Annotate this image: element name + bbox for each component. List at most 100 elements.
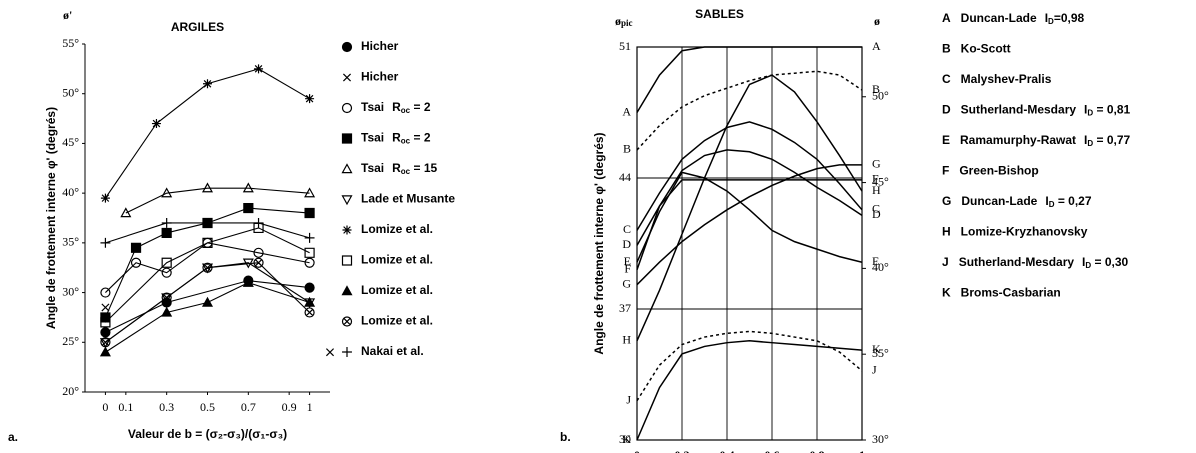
y-axis-top-symbol: ø [615,14,621,28]
legend-name: Nakai et al. [361,344,424,358]
legend-letter: J [942,255,949,269]
x-tick-label: 0,2 [675,448,690,453]
marker [201,182,214,193]
y-tick-label: 20° [62,384,79,398]
legend-label: Lomize et al. [361,314,433,328]
y-tick-label: 51 [619,39,631,53]
legend-param: I [1082,255,1085,269]
legend-letter: K [942,286,951,300]
x-tick-label: 0,6 [765,448,780,453]
legend-name: Lomize-Kryzhanovsky [961,225,1088,239]
legend-name: Lomize et al. [361,283,433,297]
legend-label: Lomize et al. [361,253,433,267]
series-line [636,179,862,270]
legend-param-rest: = 0,77 [1093,133,1130,147]
series-line [104,207,310,318]
marker [201,263,214,274]
y-tick-label: 50° [62,85,79,99]
legend-letter: H [942,225,951,239]
legend-name: Hicher [361,39,399,53]
legend-letter: D [942,103,951,117]
x-tick-label: 1 [307,400,313,414]
marker [243,202,254,214]
series-line [636,46,862,113]
y2-tick-label: 45° [872,174,889,188]
legend-name: Lomize et al. [361,253,433,267]
y-tick-label: 30 [619,432,631,446]
marker [130,257,142,268]
legend-letter: E [942,133,950,147]
series-letter: G [872,157,881,171]
legend-letter: A [942,11,951,25]
legend-label: C Malyshev-Pralis [942,72,1052,86]
marker [341,195,353,206]
legend-label: Hicher [361,39,399,53]
legend-label: Nakai et al. [361,344,424,358]
marker [100,337,111,348]
legend-letter: G [942,194,951,208]
chart-title: SABLES [695,7,744,21]
panel-label: a. [8,430,18,444]
marker [325,348,335,357]
legend-param: R [392,131,401,145]
marker [304,282,315,293]
legend-letter: C [942,72,951,86]
legend-param-sub: D [1048,17,1054,26]
legend-name: Broms-Casbarian [961,286,1061,300]
legend-name: Sutherland-Mesdary [959,255,1075,269]
panel-label: b. [560,430,571,444]
legend-param: R [392,100,401,114]
marker [342,225,352,235]
legend-label: Lomize et al. [361,283,433,297]
legend-param: I [1084,103,1087,117]
series-line [636,340,863,441]
legend-name: Lomize et al. [361,222,433,236]
legend-param-sub: D [1085,261,1091,270]
marker [120,207,132,218]
x-tick-label: 0.3 [159,400,174,414]
series-letter: J [872,363,877,377]
marker [304,187,316,198]
series-letter: A [622,104,631,118]
series-line [105,227,310,323]
legend-param-rest: = 2 [410,131,431,145]
marker [203,79,212,89]
series-line [125,187,310,214]
legend-name: Lade et Musante [361,192,455,206]
marker [305,94,315,104]
marker [202,237,213,248]
series-letter: F [872,172,879,186]
series-letter: F [624,261,631,275]
series-letter: E [624,254,631,268]
legend-name: Lomize et al. [361,314,433,328]
series-letter: B [623,142,631,156]
y-tick-label: 25° [62,334,79,348]
marker [304,247,315,258]
marker [304,257,315,268]
series-letter: H [872,183,881,197]
marker [161,218,172,228]
legend-param-rest: = 2 [410,100,431,114]
series-letter: G [622,276,631,290]
series-letter: B [872,82,880,96]
marker [100,193,110,203]
marker [341,41,353,53]
y-axis-top-symbol: ø' [63,8,72,22]
marker [342,347,352,357]
legend-label: E Ramamurphy-Rawat ID = 0,77 [942,133,1131,148]
marker [161,292,172,303]
y-tick-label: 45° [62,135,79,149]
marker [100,317,111,328]
legend-name: Tsai [361,100,384,114]
marker [341,133,353,144]
y2-tick-label: 50° [872,89,889,103]
legend-param-rest: = 15 [410,161,437,175]
legend-param-sub: D [1087,109,1093,118]
series-letter: A [872,39,881,53]
marker [100,327,111,338]
marker [161,227,172,239]
marker [99,338,111,349]
marker [202,262,213,273]
marker [304,296,316,307]
